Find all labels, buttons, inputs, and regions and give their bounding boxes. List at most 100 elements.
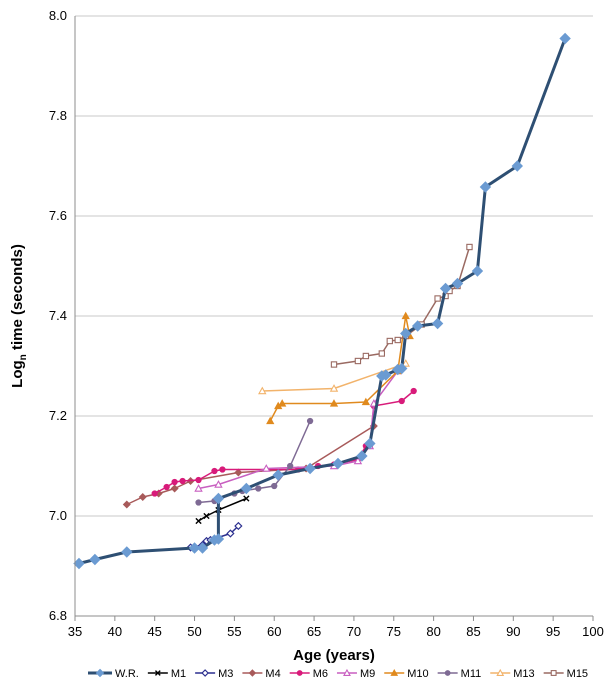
data-point-m15 [550, 670, 557, 676]
data-point-m6 [171, 478, 178, 486]
data-point-m11 [444, 670, 451, 676]
legend-label: M3 [218, 668, 233, 680]
x-tick-label: 65 [307, 624, 321, 639]
legend-item-m11: M11 [437, 668, 482, 680]
data-point-m11 [195, 499, 202, 506]
series-m10 [266, 311, 414, 425]
x-tick-label: 90 [506, 624, 520, 639]
data-point-m6 [179, 477, 186, 485]
data-point-w-r [73, 557, 85, 570]
data-point-m10 [361, 397, 371, 406]
data-point-m15 [466, 243, 473, 251]
data-point-m15 [378, 350, 386, 357]
data-point-m6 [398, 397, 405, 405]
data-point-w-r [559, 32, 571, 45]
legend-label: M4 [265, 668, 280, 680]
data-point-m10 [401, 311, 410, 320]
data-point-m9 [353, 456, 363, 465]
x-tick-label: 70 [347, 624, 361, 639]
data-point-m10 [329, 399, 339, 407]
data-point-m15 [394, 336, 401, 344]
legend: W.R. M1 M3 M4 M6 M9 M10 M11 M13 M15 [88, 668, 588, 680]
x-tick-label: 75 [387, 624, 401, 639]
data-point-m6 [151, 490, 158, 497]
legend-label: M13 [513, 668, 534, 680]
data-point-w-r [89, 553, 101, 566]
data-point-m4 [170, 484, 179, 493]
y-tick-label: 6.8 [49, 608, 67, 623]
data-point-w-r [212, 492, 225, 505]
x-tick-label: 85 [466, 624, 480, 639]
data-point-m13 [496, 668, 505, 676]
y-tick-label: 7.0 [49, 508, 67, 523]
series-line-m10 [269, 315, 411, 422]
y-tick-label: 7.2 [49, 408, 67, 423]
series-m11 [195, 417, 314, 506]
data-point-m11 [306, 417, 314, 425]
data-point-w-r [511, 160, 523, 172]
data-point-w-r [431, 317, 444, 330]
data-point-w-r [471, 265, 484, 277]
data-point-m13 [258, 386, 267, 395]
data-point-m6 [195, 476, 202, 484]
legend-item-w-r: W.R. [88, 668, 139, 680]
data-point-m6 [296, 670, 303, 676]
data-point-m4 [138, 492, 147, 502]
x-tick-label: 95 [546, 624, 560, 639]
data-point-m15 [362, 352, 370, 360]
data-point-m6 [219, 466, 226, 473]
legend-label: M9 [360, 668, 375, 680]
data-point-m9 [194, 484, 203, 492]
x-axis-title: Age (years) [293, 647, 375, 664]
data-point-w-r [304, 462, 316, 475]
data-point-m10 [266, 416, 275, 425]
x-tick-label: 60 [267, 624, 281, 639]
x-tick-label: 55 [227, 624, 241, 639]
data-point-m4 [122, 500, 131, 509]
axes: 6.8 7.0 7.2 7.4 7.6 7.8 8.0 35 40 45 50 55 60 65 70 75 8… [49, 8, 604, 639]
data-point-w-r [121, 546, 133, 558]
x-tick-label: 100 [582, 624, 604, 639]
data-point-m3 [201, 669, 209, 677]
series-line-m11 [198, 420, 311, 504]
data-point-m1 [203, 512, 210, 520]
legend-item-m9: M9 [336, 668, 375, 680]
legend-label: W.R. [115, 668, 139, 680]
data-point-m11 [255, 485, 262, 492]
data-point-m9 [214, 480, 223, 488]
data-point-w-r [479, 181, 492, 193]
data-point-w-r [400, 327, 412, 340]
data-point-w-r [396, 362, 408, 375]
data-point-m11 [287, 462, 294, 470]
data-point-m15 [386, 337, 393, 345]
series-w-r [73, 32, 571, 570]
legend-item-m1: M1 [147, 668, 186, 680]
data-point-m6 [163, 483, 170, 491]
data-point-m6 [211, 467, 218, 475]
data-point-w-r [240, 482, 253, 495]
data-point-w-r [272, 469, 284, 481]
legend-label: M1 [171, 668, 186, 680]
data-point-m1 [195, 517, 202, 525]
legend-label: M11 [461, 668, 482, 680]
data-point-m13 [401, 359, 410, 367]
data-point-m9 [343, 668, 351, 676]
x-tick-label: 50 [187, 624, 201, 639]
data-point-m3 [234, 521, 243, 531]
x-tick-label: 35 [68, 624, 82, 639]
plot-area [73, 32, 571, 570]
y-tick-label: 7.8 [49, 108, 67, 123]
data-point-w-r [439, 282, 452, 295]
data-point-w-r [364, 437, 376, 450]
legend-item-m10: M10 [384, 668, 429, 680]
series-line-m9 [198, 370, 399, 490]
legend-item-m4: M4 [242, 668, 281, 680]
data-point-m1 [243, 495, 250, 502]
data-point-w-r [95, 668, 105, 678]
legend-label: M10 [407, 668, 428, 680]
data-point-m11 [271, 482, 278, 490]
data-point-m4 [234, 468, 243, 477]
data-point-m13 [329, 384, 339, 392]
legend-label: M15 [567, 668, 588, 680]
